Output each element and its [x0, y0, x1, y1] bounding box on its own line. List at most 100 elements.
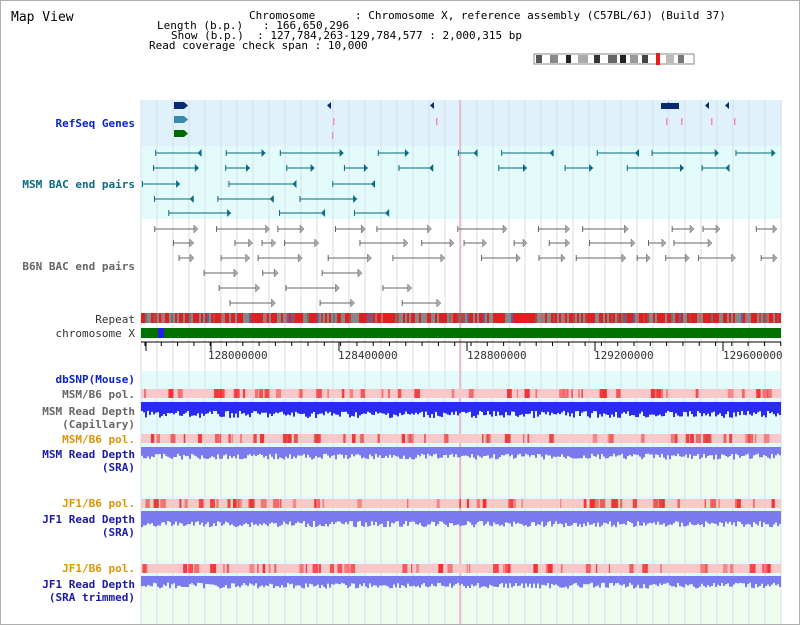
label-msm-depth-sra-1[interactable]: MSM Read Depth: [42, 448, 135, 461]
repeat-segment: [251, 313, 253, 323]
repeat-segment: [645, 313, 647, 323]
depth-bar: [179, 576, 181, 586]
depth-bar: [495, 511, 497, 525]
depth-bar: [389, 402, 391, 418]
chromosome-ideogram[interactable]: [526, 52, 706, 68]
depth-bar: [185, 511, 187, 526]
depth-bar: [371, 447, 373, 457]
repeat-segment: [657, 313, 659, 323]
pol-mark: [560, 499, 562, 508]
depth-bar: [259, 402, 261, 415]
b6n-pair-arrow: [193, 224, 199, 234]
depth-bar: [701, 447, 703, 458]
pol-mark: [767, 564, 771, 573]
depth-bar: [561, 447, 563, 455]
repeat-segment: [631, 313, 633, 323]
label-jf1-b6-pol-2[interactable]: JF1/B6 pol.: [62, 562, 135, 575]
pol-mark: [718, 499, 720, 508]
depth-bar: [213, 402, 215, 411]
b6n-pair-arrow: [522, 238, 528, 248]
label-b6n-bac[interactable]: B6N BAC end pairs: [22, 260, 135, 273]
depth-bar: [757, 402, 759, 413]
bac-pair-arrow: [635, 149, 640, 157]
repeat-segment: [461, 313, 463, 323]
b6n-pair-arrow: [565, 238, 570, 248]
repeat-segment: [619, 313, 621, 323]
depth-bar: [285, 447, 287, 457]
depth-bar: [433, 447, 435, 455]
depth-bar: [417, 511, 419, 525]
b6n-pair-arrow: [367, 253, 372, 263]
depth-bar: [767, 402, 769, 412]
bac-pair-arrow: [197, 149, 202, 157]
refseq-tick: [666, 118, 668, 125]
label-jf1-b6-pol-1[interactable]: JF1/B6 pol.: [62, 497, 135, 510]
depth-bar: [285, 576, 287, 588]
repeat-segment: [623, 313, 625, 323]
depth-bar: [305, 576, 307, 584]
depth-bar: [223, 402, 225, 417]
depth-bar: [663, 402, 665, 417]
depth-bar: [637, 511, 639, 522]
repeat-segment: [499, 313, 501, 323]
label-refseq-genes[interactable]: RefSeq Genes: [55, 117, 135, 130]
depth-bar: [655, 402, 657, 417]
depth-bar: [755, 447, 757, 455]
depth-bar: [697, 447, 699, 454]
depth-bar: [215, 511, 217, 527]
repeat-segment: [241, 313, 243, 323]
pol-mark: [407, 499, 409, 508]
depth-bar: [251, 576, 253, 585]
depth-bar: [613, 402, 615, 417]
depth-bar: [377, 576, 379, 588]
depth-bar: [703, 511, 705, 528]
depth-bar: [625, 576, 627, 588]
depth-bar: [501, 447, 503, 456]
label-msm-bac[interactable]: MSM BAC end pairs: [22, 178, 135, 191]
depth-bar: [775, 511, 777, 523]
repeat-segment: [435, 313, 437, 323]
depth-bar: [627, 511, 629, 522]
depth-bar: [725, 576, 727, 585]
repeat-segment: [719, 313, 721, 323]
label-dbsnp[interactable]: dbSNP(Mouse): [55, 373, 135, 386]
repeat-segment: [295, 313, 297, 323]
depth-bar: [211, 447, 213, 457]
depth-bar: [743, 576, 745, 584]
repeat-segment: [495, 313, 497, 323]
depth-bar: [331, 402, 333, 416]
depth-bar: [251, 402, 253, 414]
label-msm-b6-pol-2[interactable]: MSM/B6 pol.: [62, 433, 135, 446]
depth-bar: [343, 576, 345, 584]
depth-bar: [473, 402, 475, 416]
depth-bar: [543, 576, 545, 585]
pol-mark: [343, 434, 346, 443]
label-jf1-depth-trim-1[interactable]: JF1 Read Depth: [42, 578, 135, 591]
repeat-segment: [593, 313, 595, 323]
repeat-segment: [715, 313, 717, 323]
depth-bar: [545, 402, 547, 415]
depth-bar: [563, 447, 565, 458]
pol-mark: [763, 434, 770, 443]
repeat-segment: [397, 313, 399, 323]
repeat-segment: [607, 313, 609, 323]
label-msm-b6-pol-1[interactable]: MSM/B6 pol.: [62, 388, 135, 401]
b6n-pair-arrow: [271, 238, 277, 248]
depth-bar: [371, 402, 373, 415]
label-jf1-depth-sra-1[interactable]: JF1 Read Depth: [42, 513, 135, 526]
repeat-segment: [641, 313, 643, 323]
repeat-segment: [185, 313, 187, 323]
depth-bar: [309, 511, 311, 527]
depth-bar: [221, 576, 223, 588]
depth-bar: [679, 447, 681, 457]
depth-bar: [587, 576, 589, 585]
label-msm-depth-cap-1[interactable]: MSM Read Depth: [42, 405, 135, 418]
repeat-segment: [371, 313, 373, 323]
label-repeat[interactable]: Repeat: [95, 313, 135, 326]
pol-mark: [645, 564, 647, 573]
depth-bar: [517, 511, 519, 523]
depth-bar: [323, 447, 325, 455]
depth-bar: [401, 447, 403, 459]
label-chromosome[interactable]: chromosome X: [55, 327, 135, 340]
depth-bar: [703, 447, 705, 454]
